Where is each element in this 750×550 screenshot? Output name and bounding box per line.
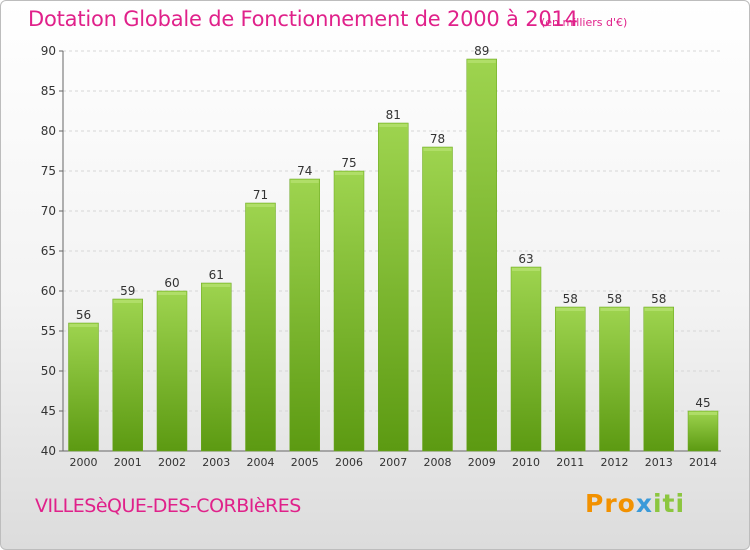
data-label: 74	[297, 164, 312, 178]
bar-2000	[68, 322, 99, 452]
x-tick-label: 2010	[512, 456, 540, 469]
data-label: 63	[518, 252, 533, 266]
chart-title: Dotation Globale de Fonctionnement de 20…	[28, 7, 578, 31]
bar-2012	[599, 306, 630, 452]
logo-part-2: x	[635, 489, 653, 518]
x-tick-label: 2004	[247, 456, 275, 469]
commune-name: VILLESèQUE-DES-CORBIèRES	[35, 495, 301, 517]
data-label: 71	[253, 188, 268, 202]
chart-subtitle: (en milliers d'€)	[541, 16, 628, 29]
x-tick-label: 2009	[468, 456, 496, 469]
y-tick-label: 45	[41, 404, 56, 418]
x-tick-label: 2014	[689, 456, 717, 469]
bar-2014	[687, 410, 719, 452]
bar-highlight	[335, 172, 363, 175]
y-tick-label: 90	[41, 44, 56, 58]
proxiti-logo[interactable]: Proxiti	[585, 489, 685, 518]
bar-highlight	[290, 180, 319, 183]
y-tick-label: 50	[41, 364, 56, 378]
bar-2007	[378, 122, 409, 452]
bars	[68, 58, 719, 452]
data-label: 58	[563, 292, 578, 306]
x-tick-label: 2001	[114, 456, 142, 469]
y-tick-label: 85	[41, 84, 56, 98]
x-tick-label: 2005	[291, 456, 319, 469]
y-tick-label: 70	[41, 204, 56, 218]
logo-part-3: iti	[652, 489, 686, 518]
bar-2011	[555, 306, 586, 452]
y-tick-label: 60	[41, 284, 56, 298]
bar-2003	[201, 282, 232, 452]
bar-highlight	[644, 308, 673, 311]
bar-highlight	[467, 60, 496, 63]
bar-highlight	[423, 148, 452, 151]
data-label: 81	[386, 108, 401, 122]
y-tick-label: 80	[41, 124, 56, 138]
data-label: 60	[164, 276, 179, 290]
bar-2008	[422, 146, 453, 452]
x-axis-ticks: 2000 2001 2002 2003 2004 2005 2006 2007 2008 2009…	[70, 456, 718, 469]
bar-2004	[245, 202, 276, 452]
bar-highlight	[689, 412, 717, 415]
bar-highlight	[379, 124, 408, 127]
x-tick-label: 2007	[379, 456, 407, 469]
x-tick-label: 2012	[601, 456, 629, 469]
bar-2001	[112, 298, 143, 452]
bar-highlight	[600, 308, 629, 311]
logo-part-1: Pro	[585, 489, 636, 518]
data-label: 89	[474, 44, 489, 58]
data-label: 75	[341, 156, 356, 170]
x-tick-label: 2011	[556, 456, 584, 469]
x-tick-label: 2006	[335, 456, 363, 469]
data-labels: 56 59 60 61 71 74 75 81 78 89 63 58 58 58 45	[76, 44, 711, 410]
bar-2009	[466, 58, 497, 452]
x-tick-label: 2000	[70, 456, 98, 469]
bar-2002	[156, 290, 188, 452]
y-axis-ticks: 40 45 50 55 60 65 70 75 80 85 90	[41, 44, 721, 458]
x-tick-label: 2002	[158, 456, 186, 469]
data-label: 61	[209, 268, 224, 282]
bar-highlight	[158, 292, 186, 295]
y-tick-label: 65	[41, 244, 56, 258]
y-tick-label: 40	[41, 444, 56, 458]
data-label: 59	[120, 284, 135, 298]
x-tick-label: 2008	[424, 456, 452, 469]
data-label: 78	[430, 132, 445, 146]
bar-highlight	[69, 324, 98, 327]
data-label: 58	[607, 292, 622, 306]
data-label: 58	[651, 292, 666, 306]
bar-highlight	[512, 268, 540, 271]
x-tick-label: 2013	[645, 456, 673, 469]
bar-highlight	[113, 300, 142, 303]
bar-2006	[333, 170, 365, 452]
bar-highlight	[202, 284, 231, 287]
bar-2010	[510, 266, 542, 452]
y-tick-label: 55	[41, 324, 56, 338]
bar-2005	[289, 178, 320, 452]
bar-highlight	[556, 308, 585, 311]
data-label: 56	[76, 308, 91, 322]
bar-2013	[643, 306, 674, 452]
x-tick-label: 2003	[202, 456, 230, 469]
bar-highlight	[246, 204, 275, 207]
y-tick-label: 75	[41, 164, 56, 178]
data-label: 45	[695, 396, 710, 410]
